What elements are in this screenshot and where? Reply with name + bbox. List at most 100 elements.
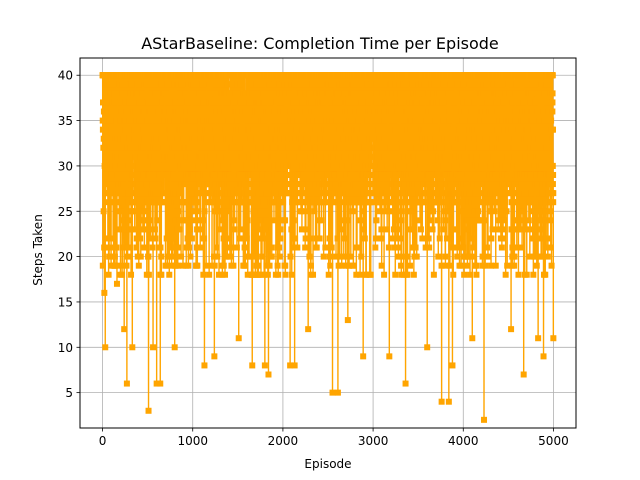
data-point xyxy=(444,190,451,197)
data-point xyxy=(468,199,475,206)
data-point xyxy=(289,126,296,133)
data-point xyxy=(367,108,374,115)
data-point xyxy=(484,144,491,151)
data-point xyxy=(374,153,381,160)
data-point xyxy=(191,181,198,188)
data-point xyxy=(154,217,161,224)
data-point xyxy=(426,90,433,97)
data-point xyxy=(520,371,527,378)
data-point xyxy=(504,171,511,178)
data-point xyxy=(360,353,367,360)
data-point xyxy=(505,135,512,142)
data-point xyxy=(450,226,457,233)
data-point xyxy=(110,235,117,242)
data-point xyxy=(282,262,289,269)
data-point xyxy=(106,235,113,242)
data-point xyxy=(271,144,278,151)
data-point xyxy=(170,171,177,178)
data-point xyxy=(101,244,108,251)
data-point xyxy=(389,235,396,242)
data-point xyxy=(246,153,253,160)
data-point xyxy=(239,153,246,160)
data-point xyxy=(216,226,223,233)
data-point xyxy=(256,226,263,233)
data-point xyxy=(377,108,384,115)
data-point xyxy=(292,135,299,142)
data-point xyxy=(187,117,194,124)
data-point xyxy=(324,171,331,178)
data-point xyxy=(334,389,341,396)
data-point xyxy=(225,135,232,142)
data-point xyxy=(332,171,339,178)
data-point xyxy=(133,235,140,242)
data-point xyxy=(131,226,138,233)
data-point xyxy=(291,81,298,88)
data-point xyxy=(288,271,295,278)
data-point xyxy=(180,162,187,169)
data-point xyxy=(228,244,235,251)
data-point xyxy=(199,217,206,224)
data-point xyxy=(251,253,258,260)
data-point xyxy=(106,153,113,160)
data-point xyxy=(279,117,286,124)
data-point xyxy=(326,162,333,169)
data-point xyxy=(438,199,445,206)
data-point xyxy=(423,144,430,151)
data-point xyxy=(524,126,531,133)
data-point xyxy=(400,190,407,197)
data-point xyxy=(394,181,401,188)
data-point xyxy=(209,117,216,124)
data-point xyxy=(326,235,333,242)
data-point xyxy=(180,199,187,206)
data-point xyxy=(129,162,136,169)
data-point xyxy=(351,135,358,142)
data-point xyxy=(145,271,152,278)
data-point xyxy=(442,253,449,260)
data-point xyxy=(149,181,156,188)
data-point xyxy=(363,271,370,278)
data-point xyxy=(137,253,144,260)
data-point xyxy=(361,108,368,115)
data-point xyxy=(341,153,348,160)
data-point xyxy=(544,235,551,242)
data-point xyxy=(306,117,313,124)
data-point xyxy=(381,153,388,160)
data-point xyxy=(541,117,548,124)
data-point xyxy=(532,235,539,242)
data-point xyxy=(396,171,403,178)
data-point xyxy=(135,262,142,269)
data-point xyxy=(115,126,122,133)
data-point xyxy=(312,126,319,133)
data-point xyxy=(200,81,207,88)
data-point xyxy=(360,135,367,142)
data-point xyxy=(477,144,484,151)
data-point xyxy=(482,108,489,115)
data-point xyxy=(392,171,399,178)
data-point xyxy=(147,235,154,242)
data-point xyxy=(120,135,127,142)
data-point xyxy=(202,199,209,206)
data-point xyxy=(186,244,193,251)
data-point xyxy=(221,244,228,251)
data-point xyxy=(488,262,495,269)
data-point xyxy=(464,262,471,269)
data-point xyxy=(186,99,193,106)
data-point xyxy=(185,126,192,133)
data-point xyxy=(301,181,308,188)
data-point xyxy=(226,117,233,124)
data-point xyxy=(493,181,500,188)
data-point xyxy=(496,217,503,224)
data-point xyxy=(331,190,338,197)
data-point xyxy=(466,135,473,142)
data-point xyxy=(361,153,368,160)
data-point xyxy=(101,162,108,169)
data-point xyxy=(282,271,289,278)
data-point xyxy=(222,126,229,133)
data-point xyxy=(146,81,153,88)
data-point xyxy=(120,171,127,178)
data-point xyxy=(163,90,170,97)
data-point xyxy=(540,144,547,151)
data-point xyxy=(221,181,228,188)
data-point xyxy=(225,199,232,206)
data-point xyxy=(266,262,273,269)
